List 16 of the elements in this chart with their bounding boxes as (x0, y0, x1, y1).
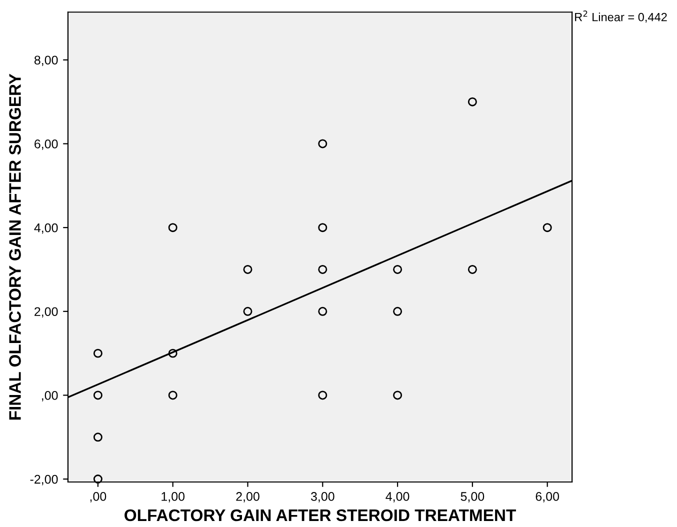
x-tick-label: 1,00 (162, 492, 185, 502)
x-tick-label: 5,00 (460, 492, 484, 502)
x-tick-label: ,00 (90, 492, 106, 502)
x-tick-label: 2,00 (236, 492, 260, 502)
y-tick-label: 2,00 (34, 307, 58, 318)
y-tick-label: 6,00 (34, 140, 58, 150)
y-tick-label: 8,00 (34, 56, 58, 66)
y-axis-title: FINAL OLFACTORY GAIN AFTER SURGERY (9, 74, 21, 420)
x-tick-label: 4,00 (386, 492, 410, 502)
y-tick-label: -2,00 (30, 474, 58, 486)
y-tick-label: 4,00 (34, 223, 58, 234)
x-tick-label: 6,00 (536, 492, 560, 502)
text: R$^{2}$ Linear = 0,442 (575, 10, 667, 23)
y-tick-label: ,00 (42, 391, 58, 402)
x-axis-title: OLFACTORY GAIN AFTER STEROID TREATMENT (124, 509, 516, 522)
x-tick-label: 3,00 (310, 492, 334, 502)
